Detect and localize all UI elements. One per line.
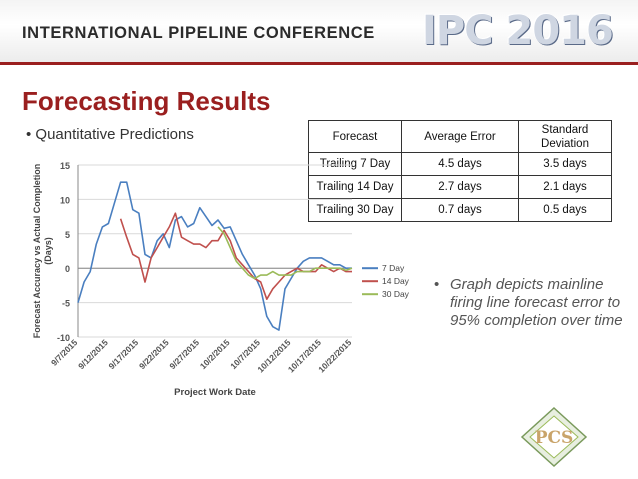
y-tick-label: 0 <box>65 264 70 274</box>
pcs-logo-text: PCS <box>535 428 574 448</box>
y-tick-label: -10 <box>57 333 70 343</box>
y-tick-label: 10 <box>60 195 70 205</box>
table-cell: Trailing 30 Day <box>308 198 402 222</box>
table-row: Trailing 7 Day 4.5 days 3.5 days <box>308 152 612 176</box>
bullet-dot: • <box>434 276 440 293</box>
table-cell: Trailing 7 Day <box>308 152 402 176</box>
table-cell: 2.1 days <box>518 175 612 199</box>
x-tick-label: 9/17/2015 <box>106 337 140 371</box>
y-tick-label: 5 <box>65 230 70 240</box>
header-divider <box>0 62 638 65</box>
legend-label: 7 Day <box>382 263 405 273</box>
table-row: Trailing 30 Day 0.7 days 0.5 days <box>308 198 612 222</box>
y-tick-label: -5 <box>62 299 70 309</box>
y-axis-title-units: (Days) <box>43 237 53 265</box>
bullet-graph-text: Graph depicts mainline firing line forec… <box>450 276 623 329</box>
conference-header: INTERNATIONAL PIPELINE CONFERENCE IPC 20… <box>0 0 638 62</box>
x-tick-label: 10/2/2015 <box>198 337 232 371</box>
table-cell: 3.5 days <box>518 152 612 176</box>
bullet-graph-description: • Graph depicts mainline firing line for… <box>434 276 624 330</box>
series-line-7-day <box>77 181 352 331</box>
series-line-14-day <box>119 212 352 300</box>
forecast-stats-table: Forecast Average Error Standard Deviatio… <box>308 120 612 222</box>
table-cell: 2.7 days <box>401 175 519 199</box>
pcs-logo: PCS <box>520 406 588 468</box>
table-header-row: Forecast Average Error Standard Deviatio… <box>308 120 612 153</box>
ipc-logo: IPC 2016 <box>422 8 614 54</box>
legend-label: 30 Day <box>382 289 410 299</box>
x-tick-label: 9/12/2015 <box>76 337 110 371</box>
x-axis-title: Project Work Date <box>174 387 256 398</box>
table-cell: 0.5 days <box>518 198 612 222</box>
y-axis-title: Forecast Accuracy vs Actual Completion <box>32 164 42 338</box>
series-line-30-day <box>217 226 353 280</box>
forecast-error-chart: -10-50510159/7/20159/12/20159/17/20159/2… <box>32 161 410 398</box>
header-average-error: Average Error <box>401 120 519 153</box>
x-tick-label: 9/27/2015 <box>167 337 201 371</box>
legend-label: 14 Day <box>382 276 410 286</box>
y-tick-label: 15 <box>60 161 70 171</box>
x-tick-label: 9/22/2015 <box>137 337 171 371</box>
slide-title: Forecasting Results <box>22 86 271 116</box>
conference-title: INTERNATIONAL PIPELINE CONFERENCE <box>22 24 375 42</box>
header-forecast: Forecast <box>308 120 402 153</box>
bullet-quantitative-text: Quantitative Predictions <box>35 126 194 143</box>
header-std-dev: Standard Deviation <box>518 120 612 153</box>
table-cell: 0.7 days <box>401 198 519 222</box>
bullet-quantitative: • Quantitative Predictions <box>26 126 194 143</box>
table-cell: Trailing 14 Day <box>308 175 402 199</box>
x-tick-label: 10/22/2015 <box>316 337 353 374</box>
